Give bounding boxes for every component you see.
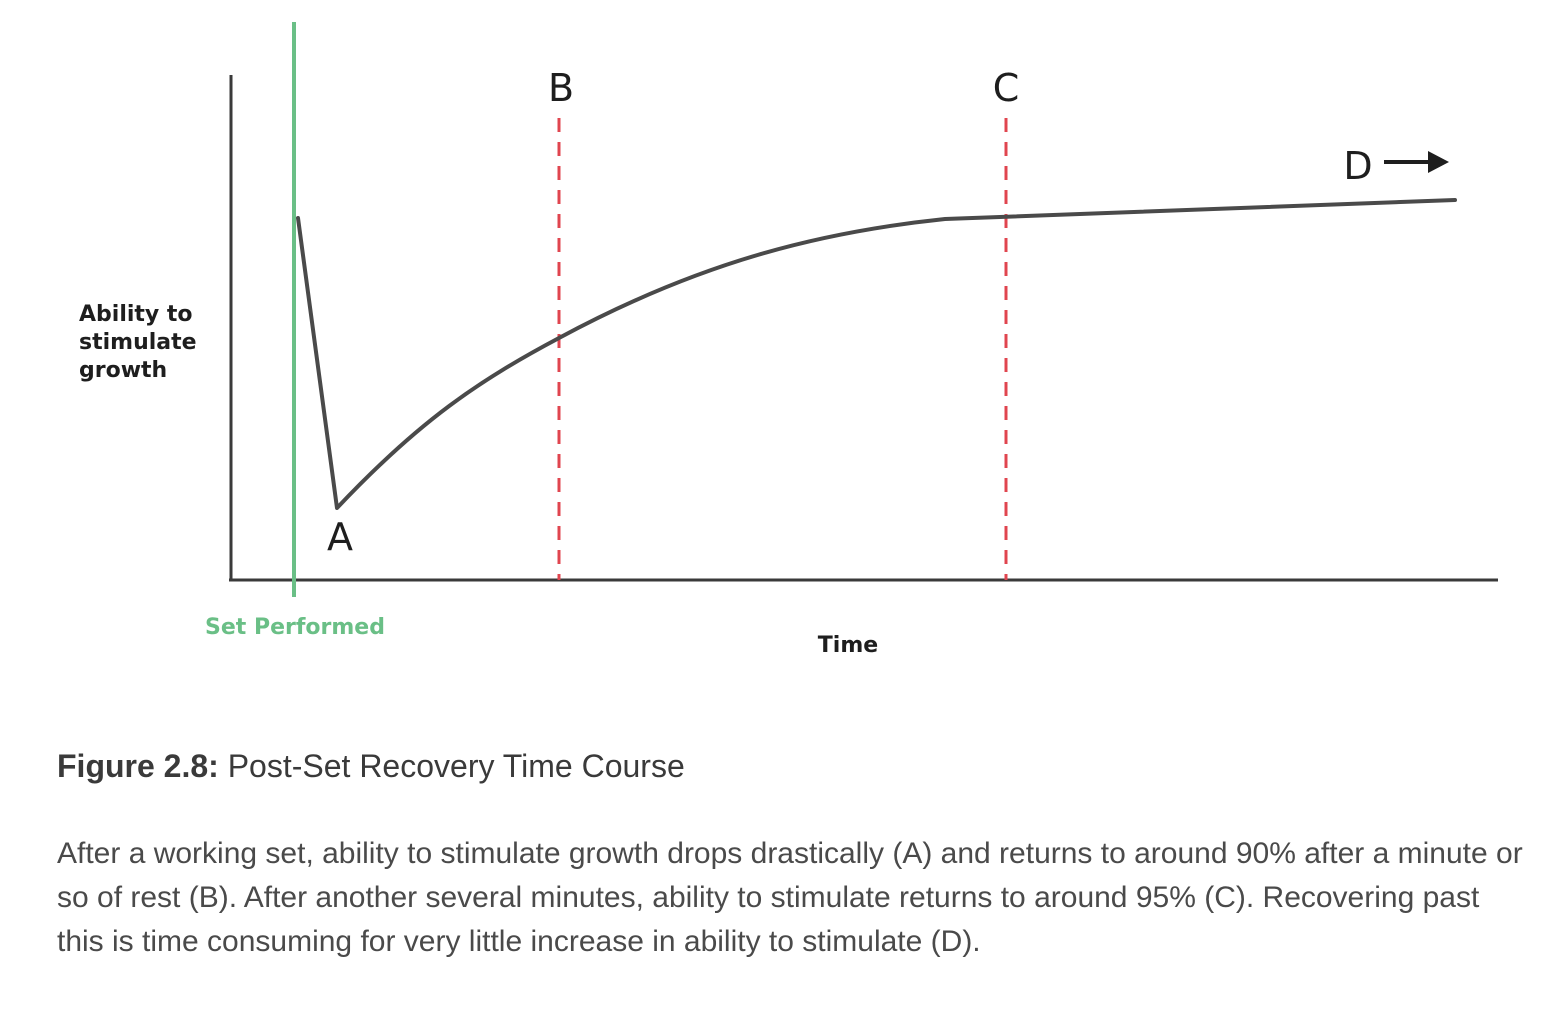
figure-caption: Figure 2.8: Post-Set Recovery Time Cours…: [57, 742, 1527, 964]
point-label-a: A: [327, 515, 353, 559]
figure-description: After a working set, ability to stimulat…: [57, 837, 1523, 958]
figure-title: Figure 2.8: Post-Set Recovery Time Cours…: [57, 742, 1527, 790]
point-label-c: C: [993, 66, 1020, 110]
point-label-b: B: [548, 66, 574, 110]
y-axis-label-line-1: Ability to: [79, 302, 193, 327]
set-performed-label: Set Performed: [205, 615, 385, 640]
y-axis-label: Ability to stimulate growth: [79, 302, 204, 383]
y-axis-label-line-3: growth: [79, 358, 167, 383]
figure-title-text: Post-Set Recovery Time Course: [227, 748, 685, 784]
figure-number: Figure 2.8:: [57, 748, 219, 784]
x-axis-label: Time: [818, 633, 878, 658]
recovery-diagram: Ability to stimulate growth Time Set Per…: [79, 22, 1498, 658]
recovery-curve: [296, 198, 1457, 510]
y-axis-label-line-2: stimulate: [79, 330, 197, 355]
point-label-d: D: [1343, 144, 1372, 188]
right-arrow-icon: [1384, 151, 1449, 173]
